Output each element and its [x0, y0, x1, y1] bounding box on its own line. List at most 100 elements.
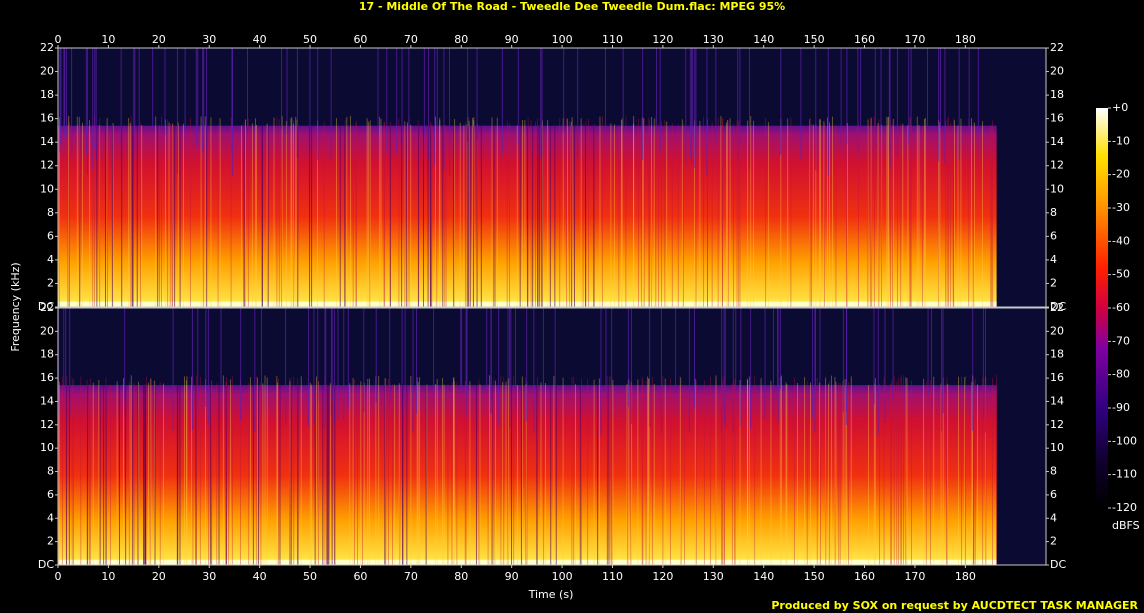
y-tick-label: 12 [40, 418, 54, 431]
x-tick-label: 170 [904, 570, 925, 583]
y-tick-label: 4 [47, 253, 54, 266]
colorbar [1096, 108, 1108, 508]
y-tick-label: 16 [40, 112, 54, 125]
x-tick-label: 170 [904, 33, 925, 46]
x-tick-label: 100 [552, 33, 573, 46]
x-tick-label: 120 [652, 33, 673, 46]
x-tick-label: 140 [753, 570, 774, 583]
y-tick-label: 18 [40, 348, 54, 361]
colorbar-tick-label: -10 [1112, 134, 1130, 147]
y-tick-label: 18 [1050, 348, 1064, 361]
y-tick-label: 8 [1050, 206, 1057, 219]
y-tick-label: DC [1050, 558, 1066, 571]
x-tick-label: 100 [552, 570, 573, 583]
y-tick-label: 14 [40, 394, 54, 407]
y-tick-label: 10 [1050, 182, 1064, 195]
x-tick-label: 20 [152, 570, 166, 583]
x-tick-label: 60 [353, 33, 367, 46]
x-tick-label: 30 [202, 570, 216, 583]
y-tick-label: 20 [1050, 324, 1064, 337]
x-tick-label: 40 [253, 33, 267, 46]
x-tick-label: 10 [101, 33, 115, 46]
x-tick-label: 30 [202, 33, 216, 46]
y-tick-label: 12 [1050, 418, 1064, 431]
x-tick-label: 50 [303, 570, 317, 583]
x-tick-label: 50 [303, 33, 317, 46]
colorbar-tick-label: -90 [1112, 401, 1130, 414]
y-tick-label: 14 [1050, 394, 1064, 407]
colorbar-tick-label: -120 [1112, 501, 1137, 514]
x-tick-label: 180 [955, 33, 976, 46]
x-tick-label: 90 [505, 570, 519, 583]
y-tick-label: 6 [47, 229, 54, 242]
spectrum-lowband [58, 559, 997, 565]
y-tick-label: 18 [1050, 88, 1064, 101]
spectrum [58, 385, 997, 565]
x-tick-label: 20 [152, 33, 166, 46]
x-tick-label: 10 [101, 570, 115, 583]
x-tick-label: 0 [55, 570, 62, 583]
colorbar-tick-label: -80 [1112, 368, 1130, 381]
y-tick-label: 20 [40, 65, 54, 78]
x-tick-label: 160 [854, 33, 875, 46]
y-tick-label: 14 [1050, 135, 1064, 148]
x-tick-label: 80 [454, 33, 468, 46]
y-tick-label: 10 [1050, 441, 1064, 454]
y-tick-label: 4 [1050, 253, 1057, 266]
y-tick-label: 6 [1050, 229, 1057, 242]
x-tick-label: 40 [253, 570, 267, 583]
y-tick-label: 16 [1050, 371, 1064, 384]
y-tick-label: 6 [47, 488, 54, 501]
chart-title: 17 - Middle Of The Road - Tweedle Dee Tw… [359, 0, 785, 13]
panel-frame [57, 307, 1047, 566]
x-tick-label: 90 [505, 33, 519, 46]
y-tick-label: 4 [47, 511, 54, 524]
colorbar-tick-label: -100 [1112, 434, 1137, 447]
y-tick-label: 8 [47, 206, 54, 219]
x-tick-label: 140 [753, 33, 774, 46]
y-tick-label: 4 [1050, 511, 1057, 524]
colorbar-tick-label: -70 [1112, 334, 1130, 347]
y-tick-label: 2 [47, 535, 54, 548]
y-tick-label: 16 [40, 371, 54, 384]
colorbar-tick-label: -60 [1112, 301, 1130, 314]
panel-frame [57, 47, 1047, 308]
y-tick-label: 8 [1050, 465, 1057, 478]
colorbar-tick-label: -110 [1112, 468, 1137, 481]
colorbar-tick-label: -30 [1112, 201, 1130, 214]
y-tick-label: 6 [1050, 488, 1057, 501]
x-tick-label: 60 [353, 570, 367, 583]
x-tick-label: 70 [404, 33, 418, 46]
y-tick-label: DC [38, 558, 54, 571]
y-tick-label: 2 [1050, 276, 1057, 289]
x-tick-label: 110 [602, 570, 623, 583]
y-tick-label: 12 [1050, 159, 1064, 172]
x-tick-label: 150 [804, 570, 825, 583]
colorbar-tick-label: -50 [1112, 268, 1130, 281]
x-tick-label: 110 [602, 33, 623, 46]
y-tick-label: 22 [1050, 301, 1064, 314]
y-tick-label: 14 [40, 135, 54, 148]
x-tick-label: 120 [652, 570, 673, 583]
colorbar-label: dBFS [1112, 519, 1140, 532]
y-tick-label: 2 [47, 276, 54, 289]
y-tick-label: 8 [47, 465, 54, 478]
y-tick-label: 22 [40, 301, 54, 314]
y-tick-label: 10 [40, 182, 54, 195]
y-tick-label: DC [38, 300, 54, 313]
colorbar-tick-label: -20 [1112, 168, 1130, 181]
y-tick-label: DC [1050, 300, 1066, 313]
x-axis-label: Time (s) [528, 588, 574, 601]
y-tick-label: 16 [1050, 112, 1064, 125]
x-tick-label: 180 [955, 570, 976, 583]
y-tick-label: 20 [1050, 65, 1064, 78]
x-tick-label: 130 [703, 570, 724, 583]
footer: Produced by SOX on request by AUCDTECT T… [771, 599, 1138, 612]
x-tick-label: 70 [404, 570, 418, 583]
colorbar-tick-label: +0 [1112, 101, 1128, 114]
y-tick-label: 18 [40, 88, 54, 101]
y-axis-label: Frequency (kHz) [9, 262, 22, 351]
y-tick-label: 2 [1050, 535, 1057, 548]
